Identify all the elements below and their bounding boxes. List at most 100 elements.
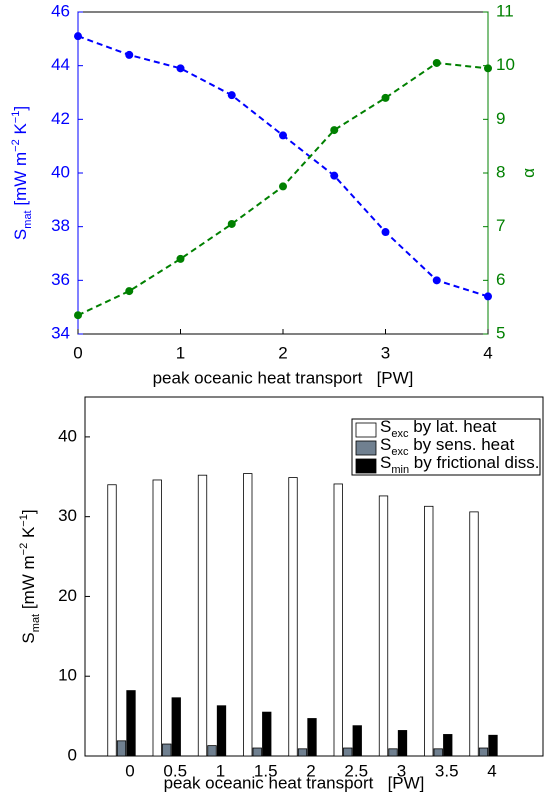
- bar: [434, 749, 443, 756]
- y-tick-label: 40: [58, 426, 77, 445]
- y-axis-label-part: S: [11, 229, 30, 240]
- bar: [398, 730, 407, 756]
- data-point: [125, 51, 133, 59]
- y2-tick-label: 5: [496, 323, 505, 342]
- y-axis-label-part: K: [11, 123, 30, 140]
- bar: [153, 480, 162, 756]
- y-tick-label: 38: [51, 216, 70, 235]
- y2-tick-label: 8: [496, 162, 505, 181]
- data-point: [330, 126, 338, 134]
- plot-frame: [78, 12, 488, 334]
- y-tick-label: 20: [58, 586, 77, 605]
- y-tick-label: 44: [51, 55, 70, 74]
- bar: [108, 485, 117, 756]
- x-tick-label: 1: [176, 343, 185, 362]
- bar: [308, 719, 317, 756]
- y-axis-label-part: −1: [10, 111, 22, 124]
- y2-tick-label: 6: [496, 270, 505, 289]
- y-axis-label-part: K: [19, 526, 38, 543]
- bar: [489, 735, 498, 756]
- data-point: [279, 182, 287, 190]
- bar: [253, 748, 262, 756]
- x-tick-label: 2: [278, 343, 287, 362]
- data-point: [177, 64, 185, 72]
- bar: [298, 749, 307, 756]
- y-axis-label-part: −2: [18, 543, 30, 556]
- y2-axis-label-part: α: [519, 168, 538, 178]
- y-axis-label-part: mat: [22, 210, 34, 228]
- bar: [444, 734, 453, 756]
- legend-label-part: S: [380, 435, 391, 454]
- bar: [470, 512, 479, 756]
- bar: [389, 749, 398, 756]
- bar: [217, 706, 226, 756]
- y2-tick-label: 7: [496, 216, 505, 235]
- y-axis-label-part: [mW m: [11, 152, 30, 211]
- x-tick-label: 0: [73, 343, 82, 362]
- y-tick-label: 42: [51, 109, 70, 128]
- y2-tick-label: 10: [496, 55, 515, 74]
- y2-tick-label: 11: [496, 1, 514, 20]
- x-tick-label: 3.5: [435, 761, 459, 780]
- y-axis-label-part: −2: [10, 139, 22, 152]
- legend-swatch: [356, 459, 376, 473]
- bar: [263, 712, 272, 756]
- bar: [117, 741, 126, 756]
- data-point: [484, 292, 492, 300]
- legend-label-part: by lat. heat: [408, 417, 496, 436]
- data-point: [433, 59, 441, 67]
- y-tick-label: 10: [58, 666, 77, 685]
- y2-tick-label: 9: [496, 109, 505, 128]
- bar: [479, 748, 488, 756]
- bar: [244, 474, 253, 756]
- y-axis-label-part: mat: [30, 614, 42, 632]
- bar: [172, 698, 181, 756]
- y-axis-label-part: ]: [11, 106, 30, 111]
- bar: [198, 475, 207, 756]
- data-point: [228, 220, 236, 228]
- data-point: [125, 287, 133, 295]
- y-tick-label: 46: [51, 1, 70, 20]
- x-tick-label: 3: [381, 343, 390, 362]
- y2-axis-label: α: [519, 168, 538, 178]
- data-point: [74, 311, 82, 319]
- x-tick-label: 0: [125, 761, 134, 780]
- data-point: [382, 228, 390, 236]
- y-tick-label: 40: [51, 162, 70, 181]
- legend-label-part: S: [380, 417, 391, 436]
- data-point: [382, 94, 390, 102]
- y-axis-label-part: ]: [19, 509, 38, 514]
- legend-label-part: exc: [391, 446, 409, 458]
- data-point: [279, 131, 287, 139]
- y-axis-label: Smat [mW m−2 K−1]: [10, 106, 34, 240]
- bar: [127, 691, 136, 756]
- bar: [289, 478, 298, 756]
- data-point: [330, 172, 338, 180]
- y-tick-label: 34: [51, 323, 70, 342]
- bar: [344, 748, 353, 756]
- bar: [353, 726, 362, 756]
- data-point: [74, 32, 82, 40]
- bar: [334, 484, 343, 756]
- x-tick-label: 4: [483, 343, 492, 362]
- legend-swatch: [356, 441, 376, 455]
- legend-label-part: by frictional diss.: [409, 453, 539, 472]
- data-point: [484, 64, 492, 72]
- legend-label-part: S: [380, 453, 391, 472]
- data-point: [177, 255, 185, 263]
- x-axis-label: peak oceanic heat transport [PW]: [164, 773, 425, 792]
- y-axis-label-part: S: [19, 632, 38, 643]
- data-point: [228, 91, 236, 99]
- y-tick-label: 0: [68, 745, 77, 764]
- bar: [425, 506, 434, 756]
- y-axis-label-part: −1: [18, 514, 30, 527]
- series-line: [78, 36, 488, 296]
- y-axis-label: Smat [mW m−2 K−1]: [18, 509, 42, 643]
- data-point: [433, 276, 441, 284]
- legend-label-part: min: [391, 464, 409, 476]
- y-tick-label: 36: [51, 270, 70, 289]
- bar: [208, 746, 217, 756]
- y-axis-label-part: [mW m: [19, 555, 38, 614]
